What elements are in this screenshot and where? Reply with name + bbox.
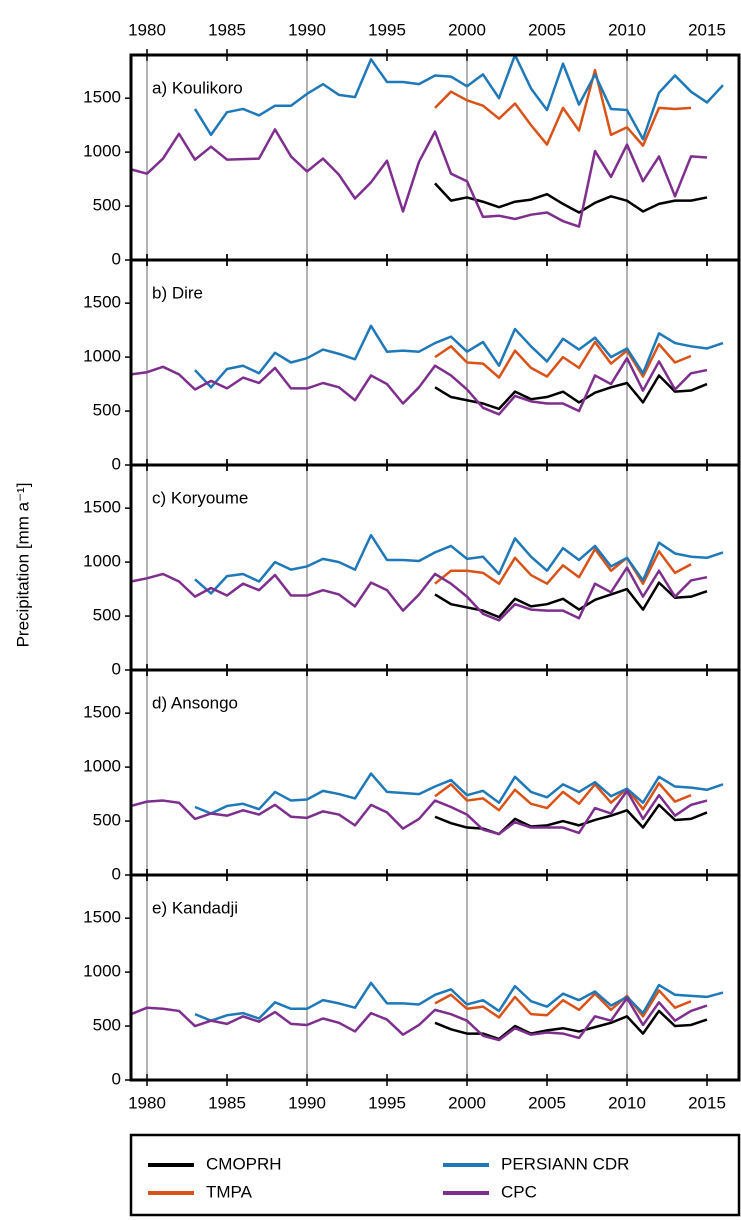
x-tick-label: 1980 <box>128 20 166 39</box>
x-tick-label: 1990 <box>288 1093 326 1112</box>
y-tick-label: 500 <box>93 811 121 830</box>
panel-title: c) Koryoume <box>152 488 248 507</box>
panel-title: b) Dire <box>152 283 203 302</box>
series-line <box>194 324 724 389</box>
series-line <box>130 128 708 228</box>
series-line <box>434 374 708 411</box>
series-line <box>130 356 708 416</box>
x-tick-label: 2010 <box>608 1093 646 1112</box>
series-line <box>434 547 692 585</box>
y-tick-label: 1500 <box>83 88 121 107</box>
series-line <box>130 996 708 1042</box>
y-tick-label: 1000 <box>83 962 121 981</box>
y-tick-label: 500 <box>93 401 121 420</box>
panel-title: d) Ansongo <box>152 693 238 712</box>
y-axis-label: Precipitation [mm a⁻¹] <box>13 483 32 648</box>
series-line <box>434 581 708 619</box>
x-tick-label: 1985 <box>208 20 246 39</box>
series-line <box>194 981 724 1022</box>
series-line <box>193 53 724 141</box>
y-tick-label: 0 <box>112 1069 121 1088</box>
series-line <box>434 182 708 214</box>
series-line <box>194 533 724 595</box>
y-tick-label: 1000 <box>83 552 121 571</box>
x-tick-label: 1990 <box>288 20 326 39</box>
x-tick-label: 1985 <box>208 1093 246 1112</box>
series-line <box>130 789 708 836</box>
y-tick-label: 500 <box>93 606 121 625</box>
x-tick-label: 1995 <box>368 20 406 39</box>
legend-label: CMOPRH <box>206 1154 282 1173</box>
y-tick-label: 1000 <box>83 347 121 366</box>
panel-title: a) Koulikoro <box>152 78 243 97</box>
x-tick-label: 2015 <box>688 1093 726 1112</box>
x-tick-label: 2010 <box>608 20 646 39</box>
y-tick-label: 0 <box>112 864 121 883</box>
panel-frame <box>129 873 741 1082</box>
legend-label: CPC <box>501 1182 537 1201</box>
y-tick-label: 0 <box>112 249 121 268</box>
series-line <box>194 772 724 815</box>
y-tick-label: 0 <box>112 659 121 678</box>
y-tick-label: 1500 <box>83 498 121 517</box>
y-tick-label: 1000 <box>83 757 121 776</box>
series-line <box>434 989 692 1019</box>
y-tick-label: 1500 <box>83 703 121 722</box>
series-line <box>434 340 692 379</box>
y-tick-label: 500 <box>93 1016 121 1035</box>
y-tick-label: 1500 <box>83 908 121 927</box>
x-tick-label: 2005 <box>528 1093 566 1112</box>
series-line <box>130 566 708 622</box>
legend-label: TMPA <box>206 1182 253 1201</box>
y-tick-label: 0 <box>112 454 121 473</box>
x-tick-label: 2015 <box>688 20 726 39</box>
series-line <box>434 782 692 812</box>
x-tick-label: 2000 <box>448 20 486 39</box>
y-tick-label: 500 <box>93 196 121 215</box>
x-tick-label: 1980 <box>128 1093 166 1112</box>
legend-label: PERSIANN CDR <box>501 1154 629 1173</box>
panel-title: e) Kandadji <box>152 898 238 917</box>
series-line <box>434 68 692 147</box>
y-tick-label: 1000 <box>83 142 121 161</box>
x-tick-label: 1995 <box>368 1093 406 1112</box>
y-tick-label: 1500 <box>83 293 121 312</box>
x-tick-label: 2005 <box>528 20 566 39</box>
legend-box <box>129 1133 741 1217</box>
x-tick-label: 2000 <box>448 1093 486 1112</box>
